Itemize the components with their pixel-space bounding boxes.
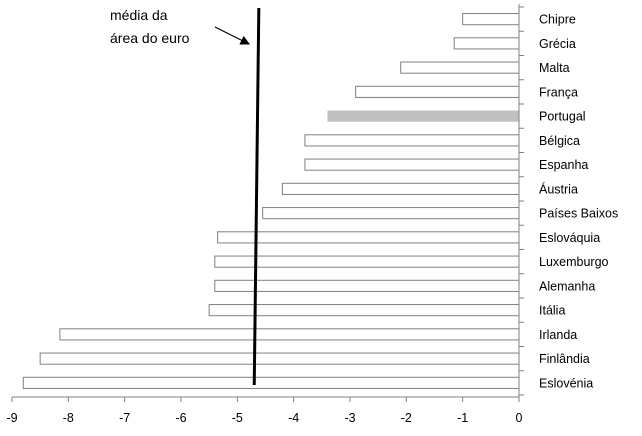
bar-chipre [462,13,520,26]
axes-group: -9 -8 -7 -6 -5 -4 -3 -2 -1 0 [6,4,524,425]
category-label: Grécia [539,37,576,51]
category-label: Eslovénia [539,376,593,390]
x-tick-label: -7 [119,411,130,425]
category-label: Irlanda [539,328,577,342]
category-label: França [539,85,578,99]
category-label: Países Baixos [539,207,618,221]
x-tick-label: -2 [401,411,412,425]
bar-irlanda [59,328,520,341]
x-tick-label: -6 [175,411,186,425]
bar-alemanha [214,279,520,292]
x-tick-label: 0 [516,411,523,425]
annotation-line-1: média da [110,7,168,23]
reference-line-group: média da área do euro [110,7,261,386]
bar-países-baixos [262,207,520,220]
category-label: Itália [539,304,565,318]
bar-eslováquia [217,231,520,244]
category-label: Finlândia [539,352,590,366]
annotation-arrow [214,26,251,45]
category-label: Espanha [539,158,588,172]
bar-grécia [453,37,520,50]
category-label: Malta [539,61,570,75]
x-tick-label: -1 [457,411,468,425]
bar-frança [355,85,520,98]
bar-portugal [327,110,519,122]
x-tick-label: -8 [63,411,74,425]
category-label: Bélgica [539,134,580,148]
x-tick-label: -5 [232,411,243,425]
category-label: Áustria [539,181,578,196]
bar-luxemburgo [214,255,520,268]
category-labels-group: Chipre Grécia Malta França Portugal Bélgica Es… [539,13,618,391]
euro-area-average-line [252,7,261,386]
bar-eslovénia [22,376,520,389]
bars-group [22,13,520,389]
bar-espanha [304,158,520,171]
category-label: Portugal [539,110,586,124]
category-label: Luxemburgo [539,255,609,269]
annotation-line-2: área do euro [110,30,190,46]
x-tick-label: -9 [6,411,17,425]
bar-malta [400,61,520,74]
x-tick-label: -4 [288,411,299,425]
category-label: Chipre [539,13,576,27]
category-label: Alemanha [539,279,595,293]
bar-bélgica [304,134,520,147]
category-label: Eslováquia [539,231,600,245]
bar-áustria [281,182,520,195]
x-tick-label: -3 [344,411,355,425]
bar-finlândia [39,352,520,365]
